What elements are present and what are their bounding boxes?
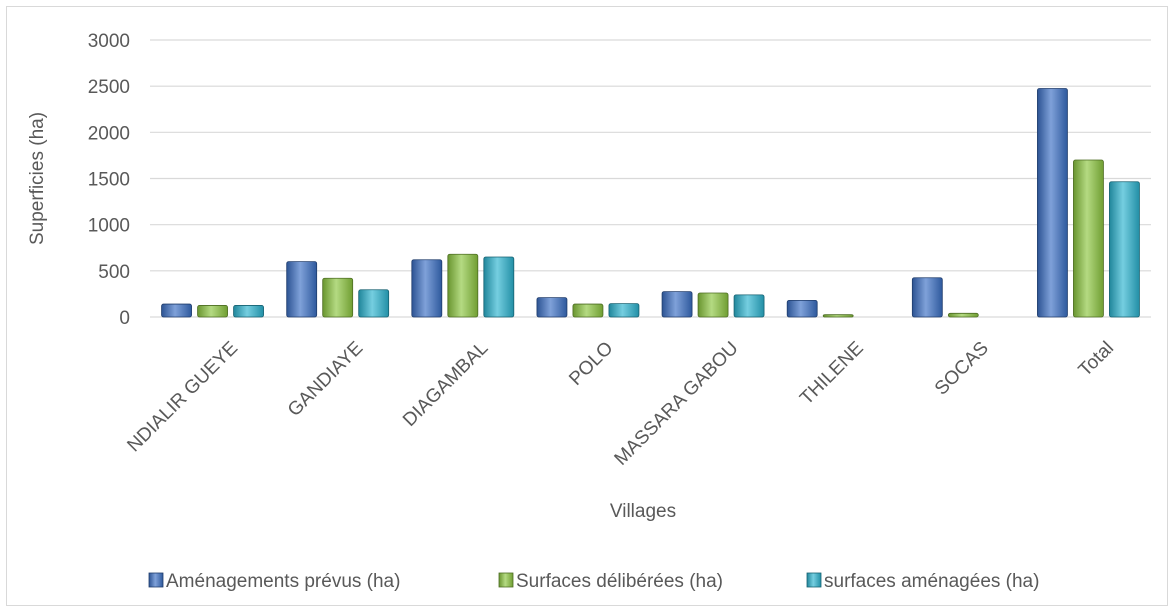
legend-label: Aménagements prévus (ha) [166,571,400,592]
x-tick-label: Total [1075,338,1118,381]
x-tick-label: DIAGAMBAL [399,338,492,431]
legend: Aménagements prévus (ha) Surfaces délibér… [149,571,1039,592]
bar: GANDIAYE: 600 [287,262,317,317]
bar: MASSARA GABOU: 275 [662,292,692,317]
y-tick-labels: 0 500 1000 1500 2000 2500 3000 [88,31,130,329]
bar: DIAGAMBAL: 620 [412,260,442,317]
legend-label: Surfaces délibérées (ha) [516,571,723,592]
bar: NDIALIR GUEYE: 140 [162,304,192,317]
x-tick-label: GANDIAYE [284,338,367,421]
x-tick-label: POLO [565,338,617,390]
bars: NDIALIR GUEYE: 140 NDIALIR GUEYE: 125 NDIA… [162,88,1140,317]
bar: SOCAS: 40 [948,313,978,317]
x-tick-label: NDIALIR GUEYE [123,338,242,457]
y-tick-label: 500 [98,262,130,283]
x-tick-label: SOCAS [931,338,993,400]
x-tick-labels: NDIALIR GUEYE GANDIAYE DIAGAMBAL POLOMASSAR… [123,338,1118,470]
bar: DIAGAMBAL: 680 [448,254,478,317]
bar: MASSARA GABOU: 240 [734,295,764,317]
bar: THILENE: 25 [823,315,853,317]
bar: NDIALIR GUEYE: 125 [198,305,228,317]
legend-swatch [149,573,163,587]
legend-label: surfaces aménagées (ha) [824,571,1039,592]
y-tick-label: 1000 [88,216,130,237]
bar: GANDIAYE: 420 [323,278,353,317]
bar: THILENE: 180 [787,300,817,317]
bar: SOCAS: 425 [912,278,942,317]
y-tick-label: 0 [119,308,130,329]
legend-swatch [499,573,513,587]
bar: POLO: 145 [609,304,639,317]
y-tick-label: 2500 [88,77,130,98]
bar: Total: 2475 [1037,88,1067,317]
y-tick-label: 3000 [88,31,130,52]
bar: POLO: 210 [537,298,567,317]
bar: NDIALIR GUEYE: 125 [234,305,264,317]
x-tick-label: THILENE [796,338,868,410]
bar: GANDIAYE: 295 [359,290,389,317]
bar: DIAGAMBAL: 650 [484,257,514,317]
bar-chart: NDIALIR GUEYE: 140 NDIALIR GUEYE: 125 NDIA… [7,7,1169,607]
x-axis-title: Villages [610,501,676,522]
x-tick-label: MASSARA GABOU [611,338,743,470]
bar: POLO: 140 [573,304,603,317]
y-tick-label: 2000 [88,123,130,144]
chart-frame: NDIALIR GUEYE: 140 NDIALIR GUEYE: 125 NDIA… [6,6,1168,606]
bar: Total: 1700 [1073,160,1103,317]
bar: MASSARA GABOU: 260 [698,293,728,317]
legend-swatch [807,573,821,587]
y-axis-title: Superficies (ha) [27,112,48,245]
bar: Total: 1465 [1109,182,1139,317]
y-tick-label: 1500 [88,170,130,191]
